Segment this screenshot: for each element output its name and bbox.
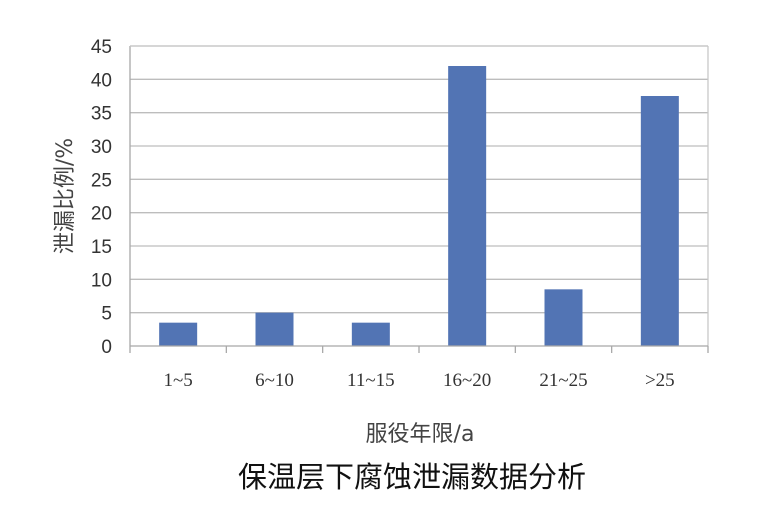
bar-2 <box>255 312 294 346</box>
y-tick-label: 15 <box>91 237 112 258</box>
x-tick-label: 16~20 <box>443 370 491 391</box>
axes <box>129 45 709 353</box>
x-tick-label: 11~15 <box>347 370 395 391</box>
x-axis-label: 服役年限/a <box>366 422 475 447</box>
y-tick-label: 5 <box>101 304 112 325</box>
y-tick-label: 0 <box>101 337 112 358</box>
bar-1 <box>159 322 198 346</box>
y-tick-label: 10 <box>91 270 112 291</box>
y-tick-label: 45 <box>91 37 112 58</box>
gridlines <box>130 45 708 314</box>
y-tick-label: 20 <box>91 204 112 225</box>
y-tick-label: 40 <box>91 70 112 91</box>
bar-3 <box>351 322 390 346</box>
chart-caption: 保温层下腐蚀泄漏数据分析 <box>238 460 586 494</box>
y-tick-labels: 0 5 10 15 20 25 30 35 40 45 <box>91 37 112 358</box>
bars <box>159 66 679 346</box>
x-tick-label: >25 <box>645 370 675 391</box>
y-tick-label: 30 <box>91 137 112 158</box>
x-tick-label: 6~10 <box>255 370 294 391</box>
x-tick-label: 21~25 <box>539 370 587 391</box>
x-tick-label: 1~5 <box>164 370 193 391</box>
y-tick-label: 25 <box>91 170 112 191</box>
bar-6 <box>640 96 679 346</box>
bar-5 <box>544 289 583 346</box>
x-tick-labels: 1~5 6~10 11~15 16~20 21~25 >25 <box>164 370 675 391</box>
y-axis-label: 泄漏比例/% <box>53 138 78 254</box>
bar-4 <box>448 66 487 346</box>
y-tick-label: 35 <box>91 104 112 125</box>
